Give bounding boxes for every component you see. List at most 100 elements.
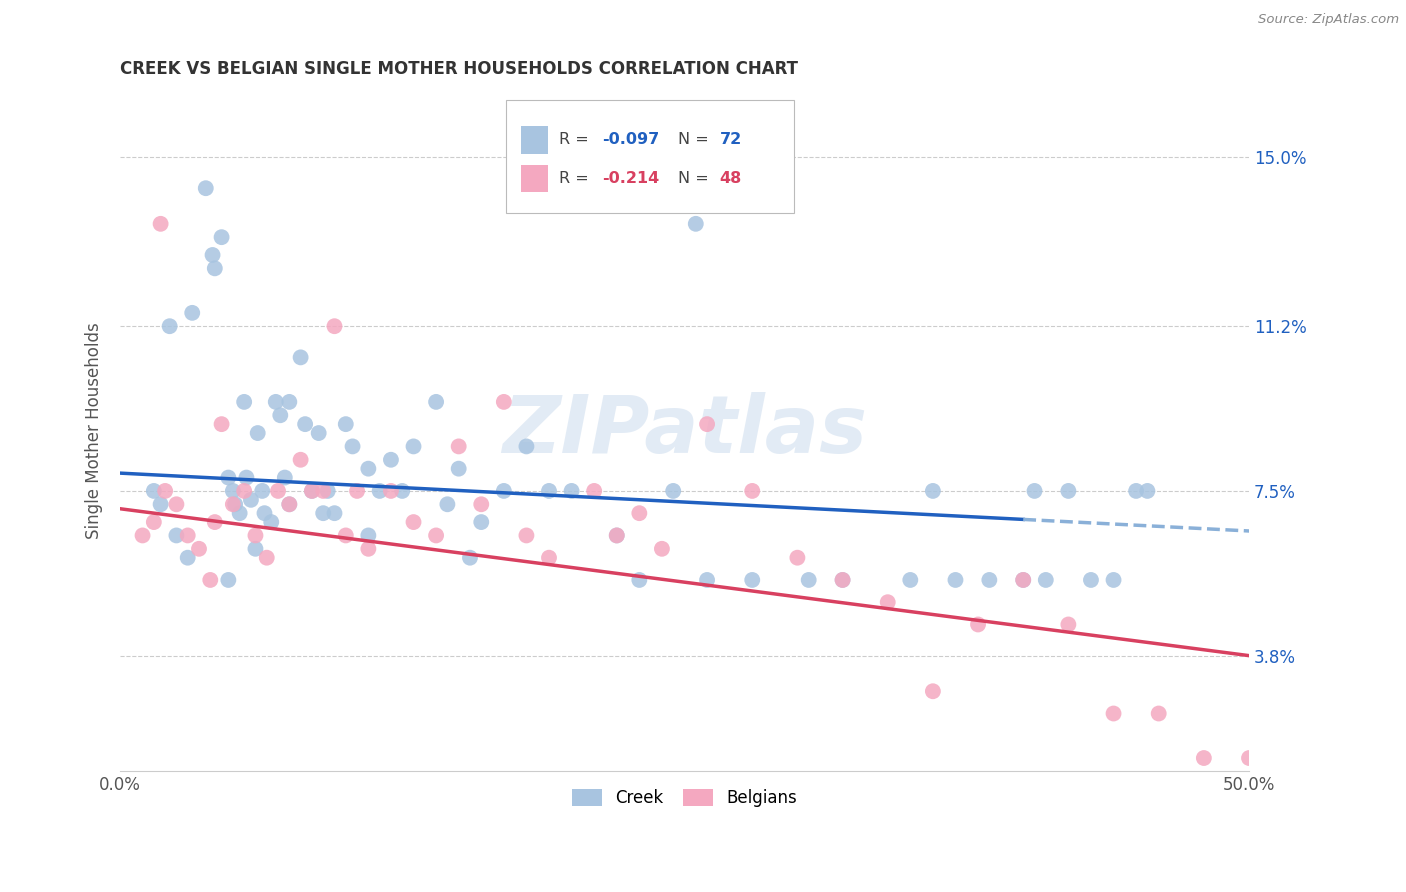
Point xyxy=(1024,483,1046,498)
Point xyxy=(204,515,226,529)
Point xyxy=(278,497,301,511)
Point xyxy=(142,515,165,529)
Point xyxy=(222,497,245,511)
Point xyxy=(267,483,290,498)
Point xyxy=(149,497,172,511)
Point xyxy=(561,483,583,498)
Point xyxy=(217,470,239,484)
Point xyxy=(323,506,346,520)
Point xyxy=(1035,573,1057,587)
Y-axis label: Single Mother Households: Single Mother Households xyxy=(86,322,103,539)
Text: R =: R = xyxy=(560,133,595,147)
Point xyxy=(492,483,515,498)
Text: N =: N = xyxy=(678,133,714,147)
Point xyxy=(177,550,200,565)
Point xyxy=(194,181,217,195)
Point xyxy=(217,573,239,587)
Point xyxy=(211,417,233,431)
Point xyxy=(979,573,1001,587)
Point xyxy=(1136,483,1159,498)
Point xyxy=(1192,751,1215,765)
Point xyxy=(537,483,560,498)
Point xyxy=(253,506,276,520)
Point xyxy=(1057,483,1080,498)
Point xyxy=(696,573,718,587)
Point xyxy=(357,528,380,542)
Point xyxy=(515,528,537,542)
Point xyxy=(149,217,172,231)
Point xyxy=(685,217,707,231)
Text: -0.097: -0.097 xyxy=(602,133,659,147)
Point xyxy=(1102,573,1125,587)
Point xyxy=(797,573,820,587)
Point xyxy=(425,395,447,409)
Point xyxy=(165,497,187,511)
Point xyxy=(346,483,368,498)
Point xyxy=(1012,573,1035,587)
Point xyxy=(200,573,222,587)
Point xyxy=(274,470,297,484)
Point xyxy=(391,483,413,498)
Point xyxy=(222,483,245,498)
Point xyxy=(945,573,967,587)
Point xyxy=(204,261,226,276)
Point xyxy=(233,483,256,498)
Point xyxy=(301,483,323,498)
Point xyxy=(458,550,481,565)
Point xyxy=(628,573,651,587)
Text: R =: R = xyxy=(560,171,595,186)
Point xyxy=(515,439,537,453)
Point xyxy=(165,528,187,542)
Point xyxy=(1080,573,1102,587)
Point xyxy=(323,319,346,334)
Point xyxy=(252,483,274,498)
Point xyxy=(245,541,267,556)
Point xyxy=(290,452,312,467)
Point xyxy=(786,550,808,565)
Point xyxy=(228,506,250,520)
Point xyxy=(316,483,339,498)
Point xyxy=(264,395,287,409)
Point xyxy=(131,528,153,542)
Point xyxy=(235,470,257,484)
Point xyxy=(342,439,364,453)
Point xyxy=(447,461,470,475)
Point xyxy=(245,528,267,542)
Point xyxy=(153,483,176,498)
Point xyxy=(492,395,515,409)
Point xyxy=(831,573,853,587)
Point xyxy=(628,506,651,520)
Point xyxy=(278,395,301,409)
Bar xyxy=(520,127,548,153)
Text: CREEK VS BELGIAN SINGLE MOTHER HOUSEHOLDS CORRELATION CHART: CREEK VS BELGIAN SINGLE MOTHER HOUSEHOLD… xyxy=(120,60,799,78)
Point xyxy=(224,497,246,511)
Text: ZIPatlas: ZIPatlas xyxy=(502,392,868,470)
Point xyxy=(662,483,685,498)
Point xyxy=(967,617,990,632)
Point xyxy=(741,483,763,498)
Point xyxy=(177,528,200,542)
Point xyxy=(876,595,898,609)
Point xyxy=(1237,751,1260,765)
Text: N =: N = xyxy=(678,171,714,186)
Point xyxy=(537,550,560,565)
Point xyxy=(269,409,291,423)
Text: Source: ZipAtlas.com: Source: ZipAtlas.com xyxy=(1258,13,1399,27)
Point xyxy=(922,483,945,498)
Point xyxy=(246,425,269,440)
Point xyxy=(301,483,323,498)
Point xyxy=(278,497,301,511)
Point xyxy=(1102,706,1125,721)
Point xyxy=(335,417,357,431)
Point xyxy=(201,248,224,262)
Point xyxy=(470,515,492,529)
Point xyxy=(368,483,391,498)
Point xyxy=(357,461,380,475)
Point xyxy=(181,306,204,320)
Point xyxy=(380,452,402,467)
Point xyxy=(211,230,233,244)
Point xyxy=(651,541,673,556)
Text: 72: 72 xyxy=(720,133,742,147)
Point xyxy=(425,528,447,542)
Point xyxy=(606,528,628,542)
